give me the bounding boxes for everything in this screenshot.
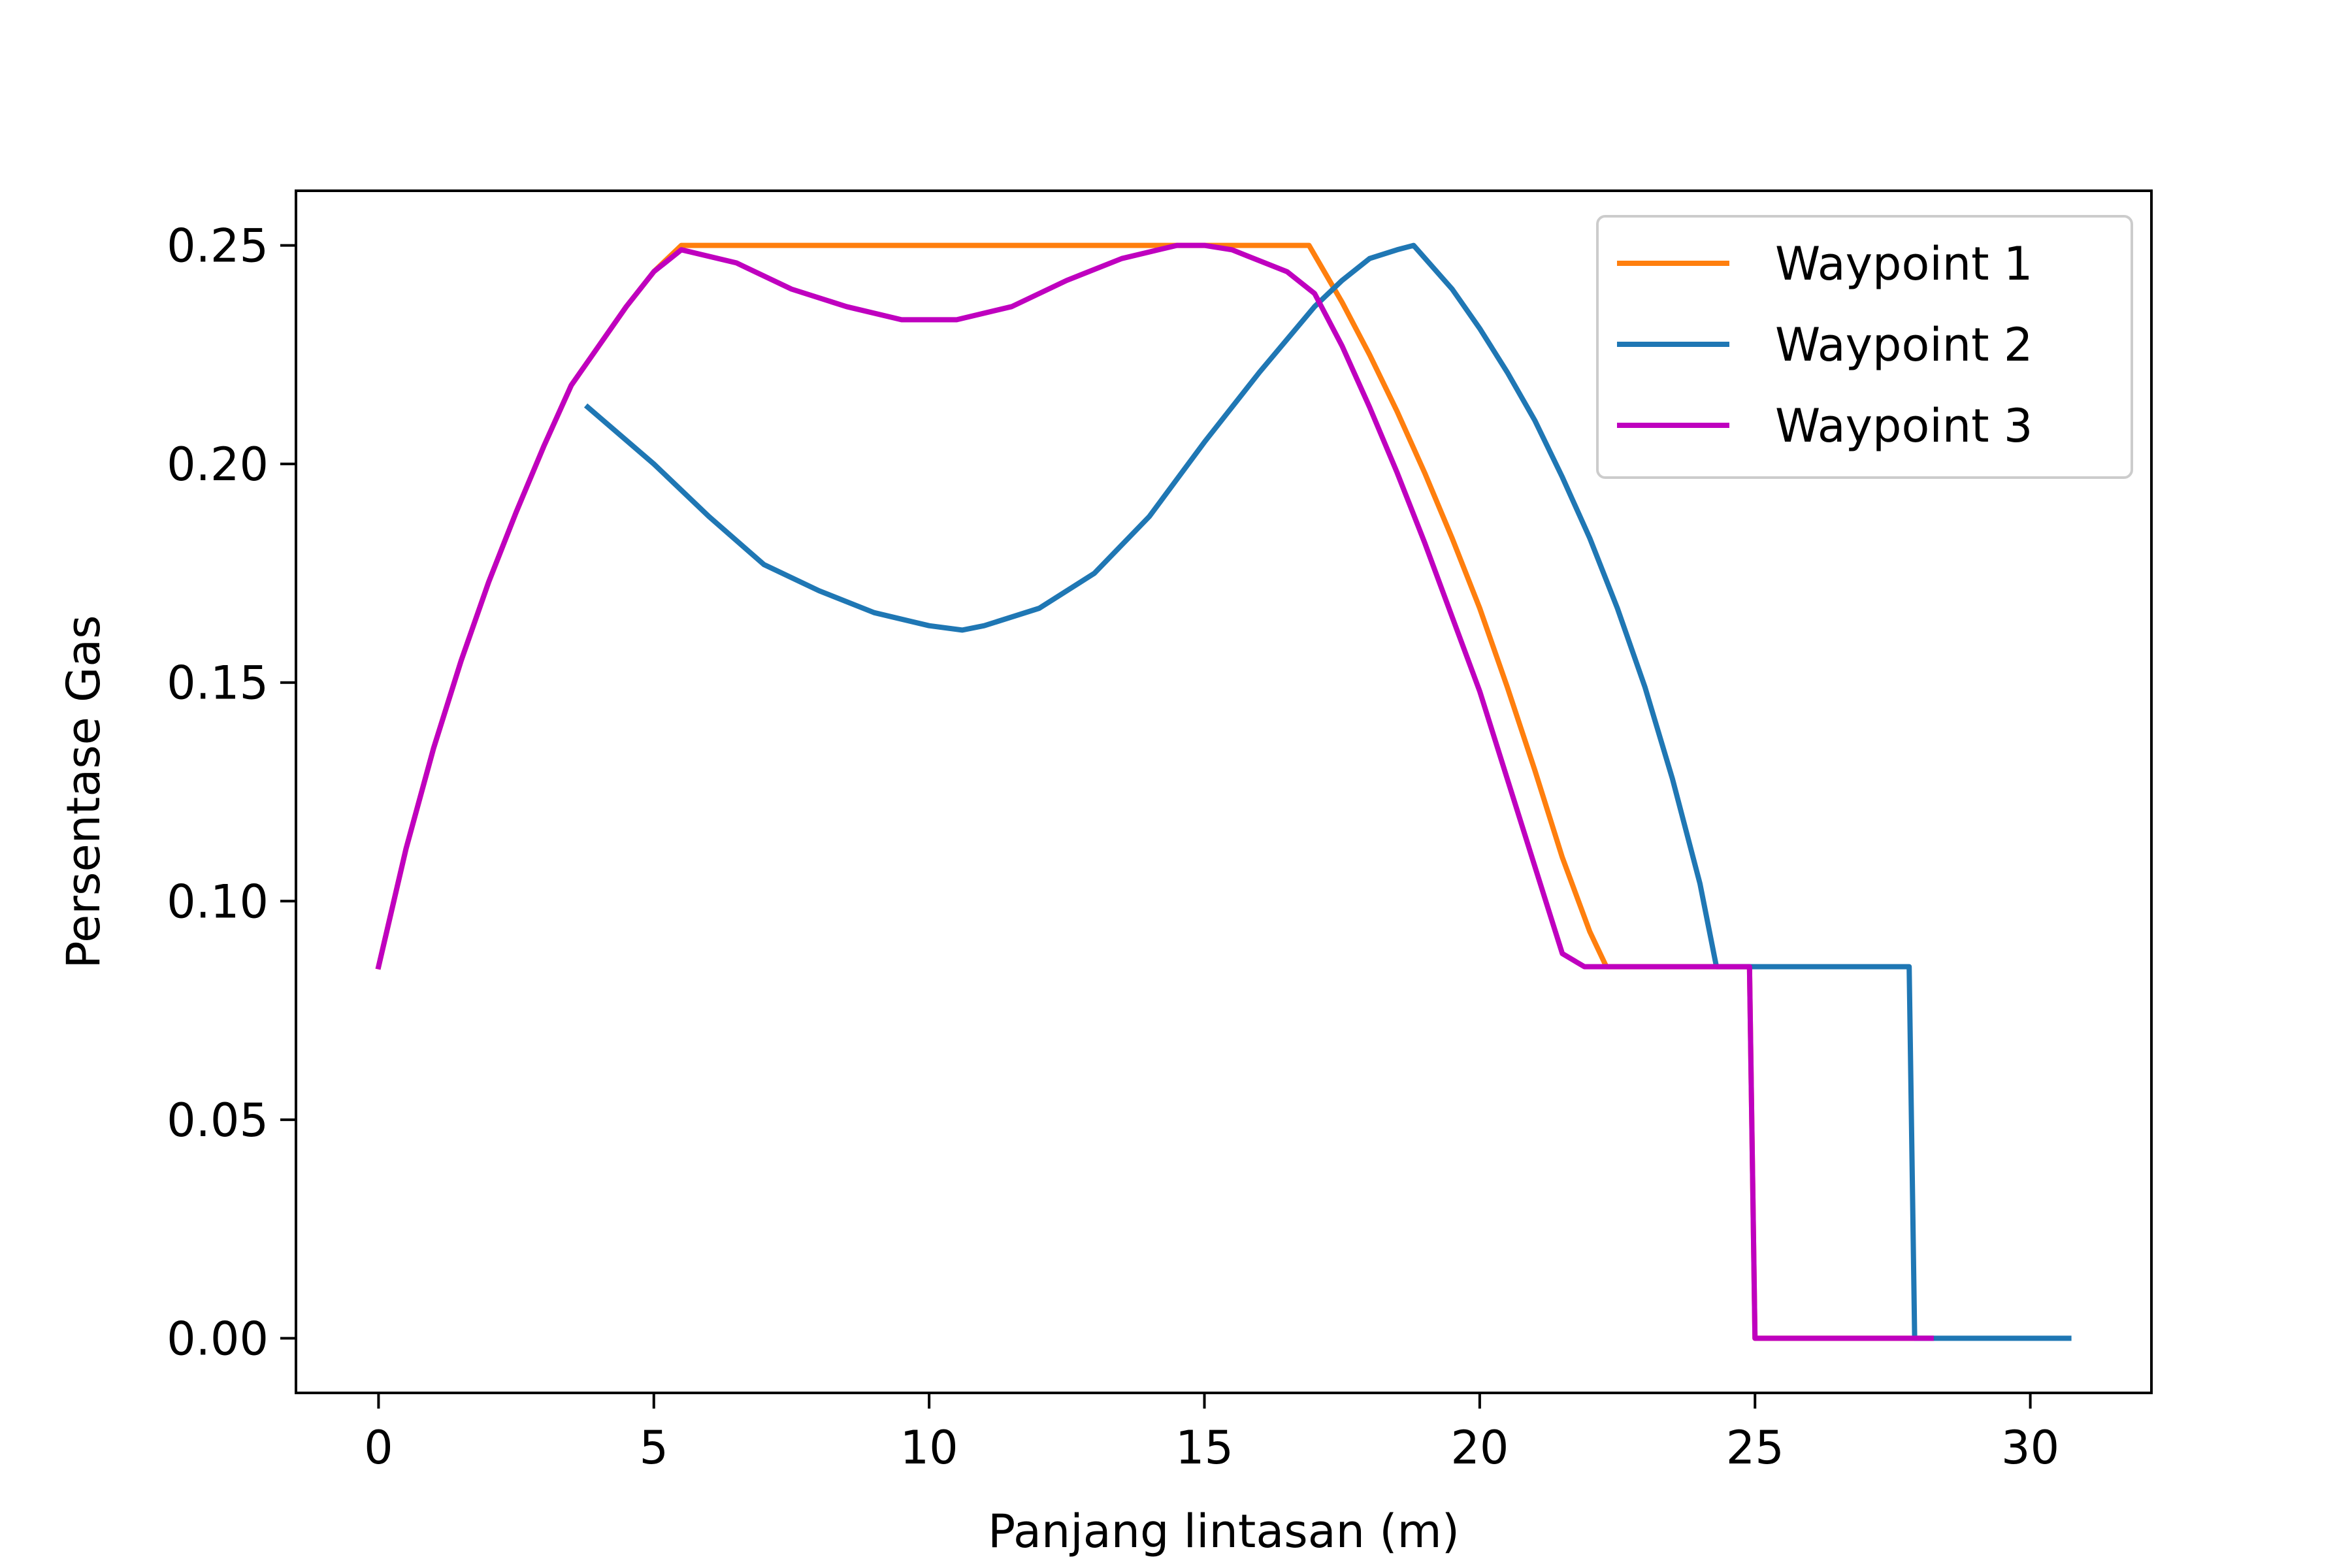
y-tick-label: 0.20 bbox=[167, 438, 269, 491]
x-tick-label: 20 bbox=[1450, 1421, 1509, 1475]
y-axis-label: Persentase Gas bbox=[57, 615, 110, 968]
axes-frame bbox=[295, 189, 2153, 1394]
x-axis-ticks: 0 5 10 15 20 25 30 bbox=[364, 1393, 2059, 1475]
y-tick-label: 0.05 bbox=[167, 1094, 269, 1147]
x-tick-label: 25 bbox=[1726, 1421, 1784, 1475]
legend-box bbox=[1596, 215, 2133, 479]
x-tick-label: 30 bbox=[2001, 1421, 2059, 1475]
x-tick-label: 15 bbox=[1175, 1421, 1233, 1475]
series-line-3 bbox=[375, 242, 1934, 1341]
y-tick-label: 0.10 bbox=[167, 875, 269, 928]
x-tick-label: 0 bbox=[364, 1421, 393, 1475]
series-line-2 bbox=[583, 242, 2072, 1341]
legend-label: Waypoint 1 bbox=[1775, 237, 2033, 291]
legend-label: Waypoint 3 bbox=[1775, 399, 2033, 453]
series-layer bbox=[375, 242, 2072, 1341]
x-tick-label: 5 bbox=[640, 1421, 669, 1475]
legend: Waypoint 1 Waypoint 2 Waypoint 3 bbox=[1596, 215, 2133, 479]
legend-label: Waypoint 2 bbox=[1775, 318, 2033, 372]
x-tick-label: 10 bbox=[900, 1421, 958, 1475]
y-tick-label: 0.00 bbox=[167, 1312, 269, 1365]
x-axis-label: Panjang lintasan (m) bbox=[988, 1505, 1460, 1558]
y-axis-ticks: 0.00 0.05 0.10 0.15 0.20 0.25 bbox=[167, 220, 296, 1365]
y-tick-label: 0.15 bbox=[167, 657, 269, 710]
y-tick-label: 0.25 bbox=[167, 220, 269, 273]
